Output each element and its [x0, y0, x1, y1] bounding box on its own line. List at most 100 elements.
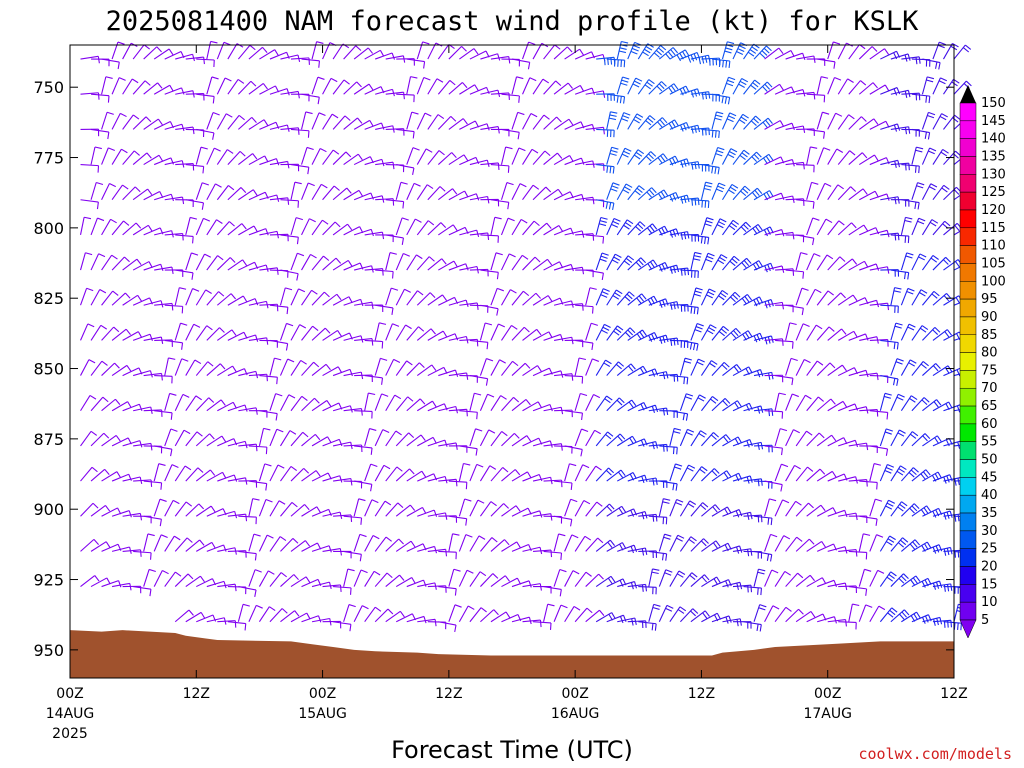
wind-barb-flag — [147, 533, 155, 537]
wind-barb-flag — [746, 294, 753, 301]
wind-barb-flag — [209, 433, 215, 440]
wind-barb-flag — [739, 545, 743, 553]
wind-barb-flag — [233, 474, 238, 482]
wind-barb-staff — [206, 363, 221, 376]
wind-barb-flag — [810, 146, 818, 149]
wind-barb-staff — [427, 585, 446, 588]
wind-barb-flag — [729, 151, 736, 156]
wind-barb-flag — [302, 431, 309, 438]
wind-barb-staff — [848, 260, 865, 271]
wind-barb-staff — [375, 161, 394, 166]
wind-barb-flag — [701, 92, 704, 100]
wind-barb-staff — [774, 50, 792, 60]
wind-barb-staff — [448, 45, 462, 60]
wind-barb-flag — [621, 79, 629, 83]
wind-barb-staff — [837, 150, 851, 165]
wind-barb-flag — [547, 603, 555, 607]
wind-barb-flag — [647, 43, 654, 48]
wind-barb-flag — [666, 444, 668, 452]
wind-barb-staff — [269, 339, 288, 345]
colorbar-swatch — [959, 566, 977, 585]
wind-barb-staff — [690, 323, 698, 341]
wind-barb-staff — [490, 164, 509, 167]
wind-barb-flag — [649, 115, 656, 121]
wind-barb-staff — [185, 164, 204, 167]
wind-barb-flag — [535, 292, 542, 299]
wind-barb-flag — [782, 499, 790, 504]
wind-barb-staff — [311, 545, 330, 552]
wind-barb-flag — [866, 479, 868, 487]
wind-barb-flag — [907, 272, 910, 280]
wind-barb-staff — [290, 576, 307, 588]
wind-barb-flag — [956, 405, 961, 413]
wind-barb-flag — [92, 502, 99, 509]
wind-barb-flag — [321, 183, 328, 189]
wind-barb-staff — [427, 114, 439, 130]
wind-barb-flag — [899, 613, 905, 620]
wind-barb-flag — [620, 82, 628, 86]
wind-barb-flag — [514, 432, 520, 439]
wind-barb-flag — [757, 442, 760, 450]
wind-barb-staff — [258, 428, 265, 447]
wind-barb-staff — [143, 533, 149, 552]
wind-barb-flag — [897, 393, 905, 398]
wind-barb-staff — [216, 77, 226, 95]
wind-barb-staff — [153, 499, 161, 517]
wind-barb-flag — [912, 541, 918, 548]
wind-barb-staff — [848, 44, 860, 60]
wind-barb-staff — [922, 399, 937, 412]
wind-barb-flag — [116, 471, 122, 478]
wind-barb-flag — [770, 533, 778, 538]
wind-barb-staff — [743, 43, 755, 60]
wind-barb-flag — [724, 96, 728, 104]
wind-barb-flag — [295, 217, 303, 221]
wind-barb-flag — [932, 546, 937, 554]
wind-barb-flag — [780, 192, 785, 200]
wind-barb-staff — [722, 400, 738, 412]
wind-barb-flag — [589, 287, 597, 290]
wind-barb-staff — [553, 191, 571, 201]
wind-barb-staff — [416, 220, 429, 236]
wind-barb-flag — [863, 533, 871, 536]
wind-barb-flag — [294, 610, 300, 617]
wind-barb-staff — [522, 256, 536, 271]
wind-barb-flag — [93, 539, 100, 545]
wind-barb-staff — [638, 404, 656, 412]
wind-barb-flag — [571, 534, 579, 539]
wind-barb-flag — [700, 504, 707, 510]
wind-barb-staff — [427, 475, 446, 482]
wind-barb-staff — [353, 83, 370, 95]
wind-barb-flag — [371, 499, 379, 504]
wind-barb-flag — [442, 330, 448, 338]
wind-barb-flag — [936, 399, 942, 406]
wind-barb-flag — [896, 396, 904, 401]
wind-barb-staff — [638, 586, 657, 588]
wind-barb-flag — [918, 166, 920, 174]
wind-barb-flag — [926, 541, 932, 549]
x-date-label: 15AUG — [298, 706, 347, 722]
x-tick-label: 12Z — [183, 686, 210, 702]
wind-barb-flag — [714, 166, 717, 174]
wind-barb-staff — [606, 578, 624, 588]
wind-barb-flag — [873, 463, 882, 466]
wind-barb-flag — [893, 342, 896, 350]
wind-barb-staff — [532, 222, 548, 236]
wind-barb-staff — [490, 359, 501, 376]
wind-barb-flag — [701, 466, 708, 472]
wind-barb-staff — [659, 445, 678, 448]
wind-barb-flag — [625, 222, 632, 227]
wind-barb-staff — [795, 538, 810, 552]
wind-barb-staff — [553, 46, 568, 60]
wind-barb-flag — [198, 503, 205, 510]
wind-barb-staff — [269, 197, 288, 201]
wind-barb-staff — [153, 48, 170, 60]
wind-barb-staff — [238, 298, 256, 306]
wind-barb-flag — [411, 111, 419, 115]
wind-barb-flag — [486, 358, 494, 362]
wind-barb-staff — [248, 300, 267, 306]
wind-barb-flag — [618, 397, 625, 404]
wind-barb-flag — [360, 299, 364, 307]
wind-barb-staff — [417, 509, 435, 517]
wind-barb-flag — [793, 429, 800, 434]
wind-barb-staff — [206, 147, 215, 165]
